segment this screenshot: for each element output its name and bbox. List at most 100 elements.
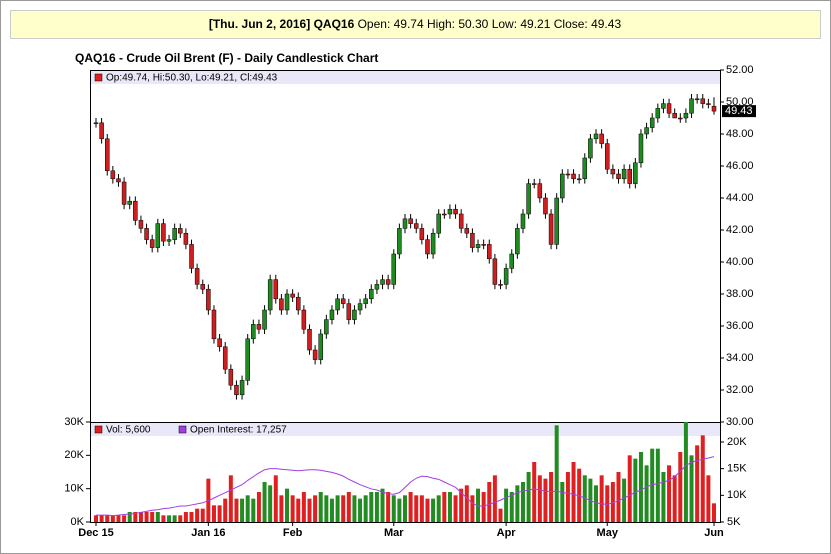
volume-bar [419, 495, 424, 522]
volume-bar [256, 492, 261, 522]
marks: 30.00 32.00 34.00 36.00 38.00 40.00 42.00 44.00… [64, 64, 756, 539]
y-tick-label: 42.00 [726, 224, 754, 236]
candle-body [144, 228, 149, 240]
volume-bar [133, 512, 138, 522]
volume-bar [599, 475, 604, 522]
candle-body [672, 112, 677, 119]
volume-bar [661, 472, 666, 522]
x-tick-label: Mar [384, 527, 404, 539]
volume-bar [616, 472, 621, 522]
candle-body [93, 122, 99, 125]
y-tick-label: 10K [64, 483, 84, 495]
volume-bar [335, 495, 340, 522]
volume-bar [403, 495, 407, 522]
volume-bar [582, 475, 587, 522]
volume-bar [549, 472, 554, 522]
candle-body [357, 303, 363, 311]
candle-body [290, 293, 295, 298]
candle-body [121, 181, 127, 205]
candle-body [402, 218, 408, 229]
volume-bar [352, 495, 357, 522]
candle-body [588, 138, 593, 159]
volume-bar [498, 508, 503, 522]
volume-bar [605, 485, 610, 522]
candle-body [655, 108, 661, 119]
volume-bar [638, 452, 643, 522]
volume-bar [324, 495, 329, 522]
y-tick-label: 44.00 [726, 192, 754, 204]
candle-body [178, 228, 183, 234]
volume-bar [459, 488, 464, 522]
legend-entry: Open Interest: 17,257 [190, 425, 287, 436]
candle-body [430, 232, 436, 255]
volume-bar [217, 505, 222, 522]
volume-bar [369, 492, 374, 522]
volume-bar [105, 515, 110, 522]
volume-bar [683, 422, 688, 522]
volume-bar [537, 475, 542, 522]
quote-symbol: QAQ16 [314, 17, 355, 31]
candle-body [189, 244, 194, 269]
y-tick-label: 46.00 [726, 160, 754, 172]
volume-bar [431, 498, 436, 522]
candle-body [458, 213, 464, 229]
volume-bar [622, 478, 627, 522]
volume-bar [262, 482, 267, 522]
last-price-label: 49.43 [725, 105, 753, 117]
candle-body [413, 223, 419, 229]
volume-bar [189, 512, 194, 522]
candle-body [548, 213, 554, 245]
candle-body [183, 232, 189, 245]
volume-bar [167, 515, 172, 522]
candle-body [138, 220, 144, 229]
candle-body [571, 173, 576, 180]
volume-bar [285, 488, 290, 522]
y-tick-label: 30K [64, 416, 84, 428]
volume-bar [414, 495, 419, 522]
volume-bar [318, 492, 323, 522]
candle-body [251, 324, 256, 340]
volume-bar [279, 495, 284, 522]
candle-body [329, 309, 335, 320]
volume-bar [464, 485, 469, 522]
candle-body [380, 279, 385, 285]
volume-bar [127, 512, 132, 522]
candle-body [262, 309, 267, 330]
candle-body [284, 293, 290, 311]
y2-tick-label: 15K [727, 463, 747, 475]
volume-bar [515, 485, 520, 522]
volume-bar [627, 455, 632, 522]
candle-body [543, 197, 548, 215]
y-tick-label: 20K [64, 449, 84, 461]
volume-bar [481, 492, 486, 522]
candle-body [436, 213, 441, 234]
candle-body [267, 279, 273, 311]
volume-bar [442, 492, 447, 522]
candle-body [649, 117, 655, 128]
candle-body [104, 138, 110, 172]
volume-bar [195, 508, 200, 522]
volume-bar [358, 498, 363, 522]
volume-bar [689, 455, 694, 522]
candle-body [644, 127, 649, 135]
volume-bar [200, 508, 205, 522]
volume-bar [476, 488, 481, 522]
volume-bar [397, 498, 402, 522]
volume-bar [565, 472, 570, 522]
candle-body [605, 143, 610, 170]
candle-body [161, 223, 166, 242]
candle-body [352, 309, 357, 320]
volume-bar [161, 515, 166, 522]
candle-body [312, 349, 318, 360]
candle-body [447, 208, 453, 215]
volume-bar [678, 452, 683, 522]
candle-body [616, 173, 621, 180]
candle-body [296, 296, 301, 311]
volume-bar [329, 498, 334, 522]
chart-title: QAQ16 - Crude Oil Brent (F) - Daily Cand… [75, 51, 378, 65]
x-tick-label: Feb [283, 527, 303, 539]
volume-bar [138, 512, 143, 522]
candle-body [110, 170, 116, 180]
candle-body [554, 197, 559, 245]
volume-bar [301, 492, 306, 522]
